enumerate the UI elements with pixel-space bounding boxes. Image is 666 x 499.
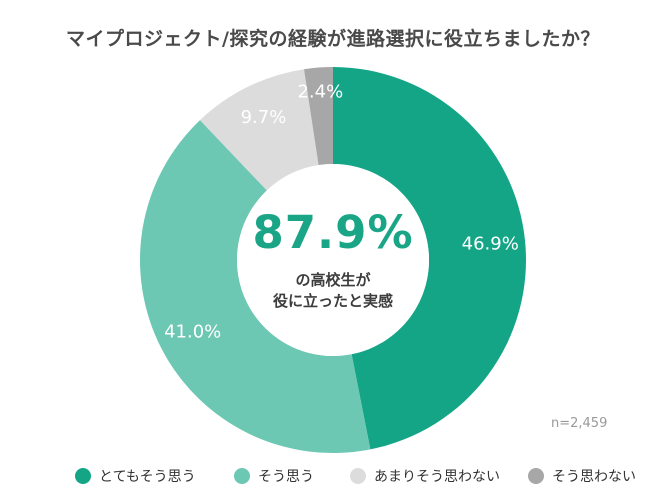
legend: とてもそう思う そう思う あまりそう思わない そう思わない (0, 466, 666, 490)
legend-item-somewhat: そう思う (234, 466, 314, 486)
legend-item-not-at-all: そう思わない (528, 466, 636, 486)
legend-swatch (234, 468, 250, 484)
slice-somewhat (140, 120, 371, 453)
center-caption-line-2: 役に立ったと実感 (272, 292, 393, 310)
legend-item-not-much: あまりそう思わない (350, 466, 500, 486)
center-caption: の高校生が 役に立ったと実感 (233, 270, 433, 312)
slice-value-label: 41.0% (164, 322, 221, 343)
slice-value-label: 9.7% (241, 107, 287, 128)
sample-size-label: n=2,459 (551, 416, 608, 431)
legend-swatch (350, 468, 366, 484)
slice-not-much (200, 69, 319, 191)
slice-value-label: 2.4% (297, 81, 343, 102)
legend-item-very-much: とてもそう思う (75, 466, 196, 486)
chart-title: マイプロジェクト/探究の経験が進路選択に役立ちましたか？ (66, 28, 600, 50)
legend-swatch (528, 468, 544, 484)
legend-label: そう思う (258, 469, 314, 485)
legend-swatch (75, 468, 91, 484)
legend-label: そう思わない (552, 469, 636, 485)
center-percentage: 87.9% (252, 206, 414, 259)
slice-not-at-all (304, 67, 333, 166)
slice-value-label: 46.9% (462, 234, 519, 255)
slice-very-much (333, 67, 526, 450)
legend-label: あまりそう思わない (374, 469, 500, 485)
legend-label: とてもそう思う (99, 469, 196, 485)
center-caption-line-1: の高校生が (295, 271, 371, 289)
donut-hole (237, 164, 429, 356)
